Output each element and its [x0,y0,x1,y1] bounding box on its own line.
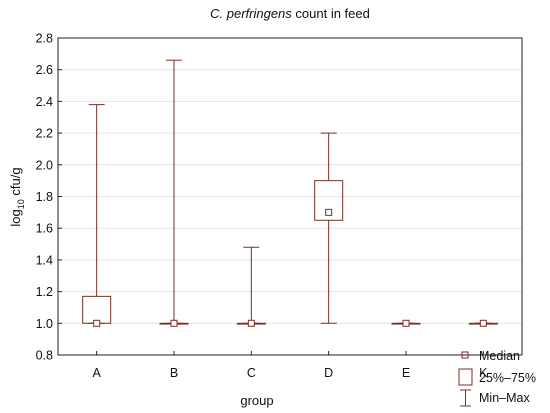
y-tick-label: 1.4 [36,253,53,267]
y-axis-label: log10 cfu/g [8,167,26,226]
legend-whisker-icon [460,389,471,407]
chart-title-rest: count in feed [292,6,370,21]
y-axis-label-subscript: 10 [16,199,26,209]
chart-title: C. perfringens count in feed [210,6,370,21]
y-tick-label: 0.8 [36,349,53,363]
median-marker [170,319,178,327]
box-group-a [82,104,112,327]
legend-box-icon [458,368,473,386]
median-marker [325,208,333,216]
box-plot-marks [82,59,498,327]
legend: Median 25%–75% Min–Max [458,349,536,407]
y-axis-label-base: log [8,209,23,226]
legend-median-label: Median [479,349,520,363]
x-axis-label: group [240,393,273,408]
box-group-k [468,319,498,327]
y-tick-label: 2.2 [36,127,53,141]
legend-box-label: 25%–75% [479,371,536,385]
median-marker [402,319,410,327]
y-tick-label: 2.8 [36,32,53,46]
x-tick-label: B [170,366,178,380]
box-group-d [314,132,344,324]
x-tick-label: A [92,366,101,380]
box-group-c [236,246,266,327]
y-tick-label: 2.6 [36,63,53,77]
chart-title-italic: C. perfringens [210,6,292,21]
box-group-e [391,319,421,327]
median-marker [247,319,255,327]
legend-median-icon [461,351,469,359]
iqr-box [314,180,344,221]
grid-lines [58,69,522,324]
x-tick-label: E [402,366,410,380]
x-tick-label: C [247,366,256,380]
y-axis-ticks: 0.8 1.0 1.2 1.4 1.6 1.8 2.0 2.2 2.4 2.6 2.8 [36,32,62,363]
x-tick-label: K [479,366,488,380]
box-group-b [159,59,189,327]
y-axis-label-rest: cfu/g [8,167,23,199]
y-tick-label: 1.6 [36,222,53,236]
y-tick-label: 2.0 [36,158,53,172]
x-tick-label: D [324,366,333,380]
y-tick-label: 1.2 [36,285,53,299]
median-marker [93,319,101,327]
y-tick-label: 1.8 [36,190,53,204]
iqr-box [82,295,112,324]
y-tick-label: 2.4 [36,95,53,109]
y-tick-label: 1.0 [36,317,53,331]
median-marker [479,319,487,327]
legend-whisker-label: Min–Max [479,391,530,405]
